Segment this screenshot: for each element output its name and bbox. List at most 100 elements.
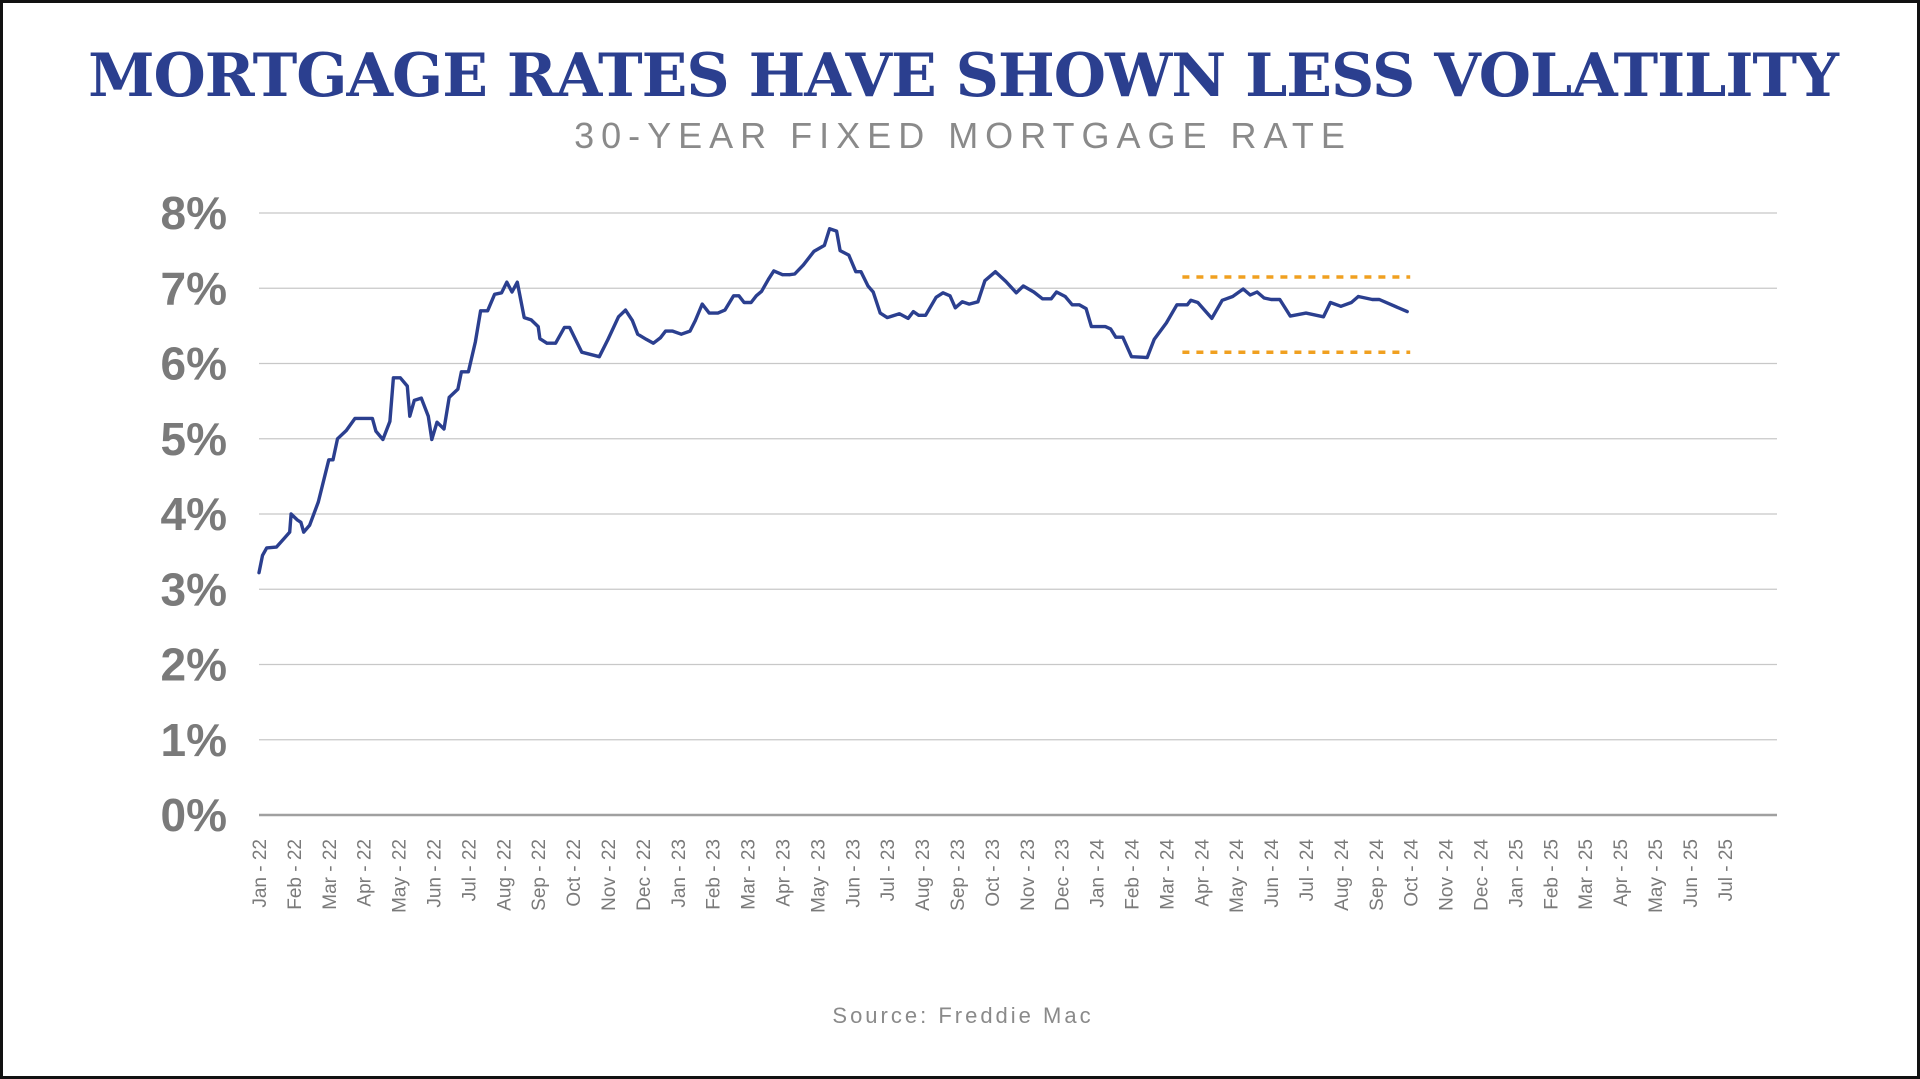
x-tick-label: Jan - 22	[250, 839, 271, 908]
data-point	[1049, 297, 1053, 301]
data-point	[866, 284, 870, 288]
data-point	[606, 338, 610, 341]
x-tick-label: Nov - 22	[599, 839, 620, 911]
data-point	[1063, 295, 1067, 298]
x-tick-label: Sep - 22	[529, 839, 550, 911]
x-tick-label: Jan - 23	[669, 839, 690, 908]
y-tick-label: 8%	[161, 187, 227, 239]
data-point	[767, 277, 770, 281]
x-tick-label: Sep - 24	[1367, 839, 1388, 911]
data-point	[597, 355, 601, 359]
data-point	[1231, 295, 1235, 298]
x-tick-label: Nov - 24	[1437, 839, 1458, 911]
data-point	[1405, 310, 1409, 313]
y-tick-label: 1%	[161, 714, 227, 766]
data-point	[261, 554, 264, 557]
data-point	[398, 376, 402, 380]
x-tick-label: May - 22	[390, 839, 411, 913]
data-point	[505, 280, 509, 284]
data-point	[554, 341, 557, 345]
x-tick-label: Feb - 22	[285, 839, 306, 910]
x-tick-label: Feb - 23	[704, 839, 725, 910]
data-point	[1041, 297, 1044, 301]
data-point	[1109, 327, 1112, 331]
data-point	[754, 294, 758, 298]
data-point	[1014, 291, 1018, 295]
series-layer	[257, 227, 1409, 575]
data-point	[658, 336, 662, 340]
data-point	[636, 332, 640, 336]
data-point	[716, 311, 720, 315]
data-point	[447, 396, 451, 399]
data-point	[788, 273, 791, 277]
data-point	[1220, 298, 1224, 302]
data-point	[906, 317, 910, 320]
data-point	[1055, 290, 1058, 294]
x-tick-label: Mar - 25	[1576, 839, 1597, 910]
x-tick-label: Dec - 23	[1053, 839, 1074, 911]
x-tick-label: May - 25	[1646, 839, 1667, 913]
x-tick-label: Mar - 22	[320, 839, 341, 910]
data-point	[302, 530, 306, 534]
data-point	[645, 338, 648, 341]
data-point	[723, 308, 727, 312]
data-point	[545, 341, 549, 345]
x-tick-label: Mar - 23	[739, 839, 760, 910]
data-point	[878, 311, 882, 315]
data-point	[1370, 298, 1374, 301]
data-point	[838, 249, 842, 253]
x-tick-label: Jan - 25	[1506, 839, 1527, 908]
x-tick-label: Sep - 23	[948, 839, 969, 911]
data-point	[419, 396, 423, 400]
data-point	[538, 337, 542, 341]
data-point	[835, 229, 838, 233]
y-tick-label: 7%	[161, 262, 227, 314]
data-point	[1084, 307, 1088, 310]
data-point	[1304, 311, 1308, 315]
x-tick-label: Apr - 25	[1611, 839, 1632, 907]
x-tick-label: Aug - 24	[1332, 839, 1353, 911]
data-point	[823, 244, 826, 247]
data-point	[1288, 314, 1292, 318]
data-point	[664, 329, 667, 333]
data-point	[1145, 356, 1149, 359]
y-tick-label: 0%	[161, 789, 227, 841]
data-point	[1278, 298, 1282, 301]
data-point	[781, 273, 784, 277]
data-point	[917, 313, 920, 317]
data-point	[953, 306, 957, 310]
x-tick-label: Jun - 22	[425, 839, 446, 908]
x-axis-tick-labels: Jan - 22 Feb - 22 Mar - 22 Apr - 22 May - 22…	[250, 839, 1737, 913]
data-point	[812, 250, 816, 253]
data-point	[1121, 335, 1125, 339]
data-point	[1175, 303, 1179, 307]
data-point	[392, 376, 395, 380]
data-point	[388, 420, 392, 423]
data-point	[679, 332, 683, 336]
data-point	[924, 313, 927, 317]
data-point	[912, 310, 915, 313]
data-point	[983, 279, 987, 283]
data-point	[617, 315, 620, 319]
source-note: Source: Freddie Mac	[832, 1003, 1094, 1028]
data-point	[967, 302, 971, 306]
data-point	[976, 300, 980, 304]
data-point	[885, 316, 889, 319]
x-tick-label: Aug - 22	[494, 839, 515, 911]
data-point	[671, 329, 674, 333]
y-tick-label: 6%	[161, 338, 227, 390]
data-point	[859, 270, 863, 274]
data-point	[412, 399, 416, 402]
data-point	[854, 270, 858, 274]
data-point	[1350, 301, 1353, 304]
data-point	[732, 294, 735, 298]
data-point	[486, 309, 489, 313]
data-point	[327, 458, 331, 462]
data-point	[353, 417, 357, 420]
data-point	[1248, 293, 1252, 297]
data-point	[1356, 295, 1360, 298]
x-tick-label: Dec - 24	[1472, 839, 1493, 911]
x-tick-label: Oct - 24	[1402, 839, 1423, 907]
data-point	[467, 370, 470, 374]
